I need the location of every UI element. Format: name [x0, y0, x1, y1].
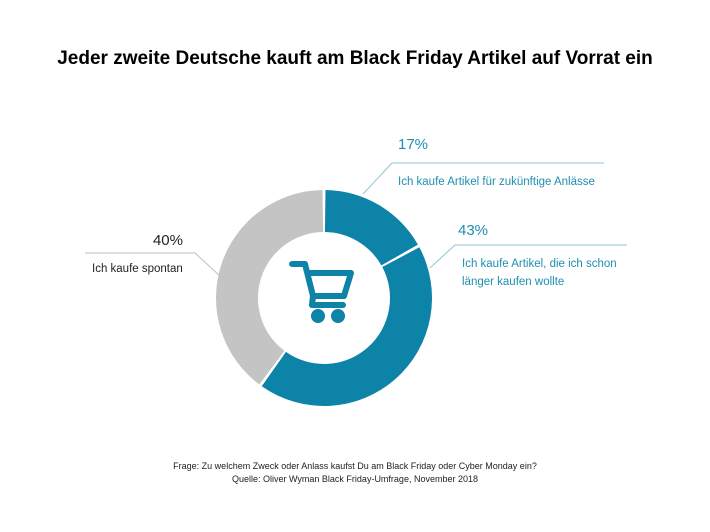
donut-slice-3 — [216, 190, 324, 385]
leader-line-slice-1 — [362, 162, 604, 195]
donut-slice-1 — [324, 190, 418, 266]
leader-lines — [362, 162, 627, 269]
slice-2-value-label: 43% — [458, 222, 488, 239]
leader-line-slice-3 — [85, 252, 221, 277]
footnote-question: Frage: Zu welchem Zweck oder Anlass kauf… — [173, 461, 537, 471]
slice-2-label-line-1: Ich kaufe Artikel, die ich schon — [462, 258, 617, 270]
chart-title: Jeder zweite Deutsche kauft am Black Fri… — [57, 48, 653, 69]
donut-slice-2 — [261, 247, 432, 406]
slice-3-value-label: 40% — [153, 232, 183, 249]
footnote-source: Quelle: Oliver Wyman Black Friday-Umfrag… — [232, 474, 478, 484]
slice-3-label: Ich kaufe spontan — [92, 263, 183, 275]
donut — [216, 190, 432, 406]
leader-line-slice-2 — [429, 244, 627, 269]
shopping-cart-icon — [289, 261, 354, 323]
slice-2-label-line-2: länger kaufen wollte — [462, 276, 564, 288]
slice-1-value-label: 17% — [398, 136, 428, 153]
slice-1-label: Ich kaufe Artikel für zukünftige Anlässe — [398, 176, 595, 188]
